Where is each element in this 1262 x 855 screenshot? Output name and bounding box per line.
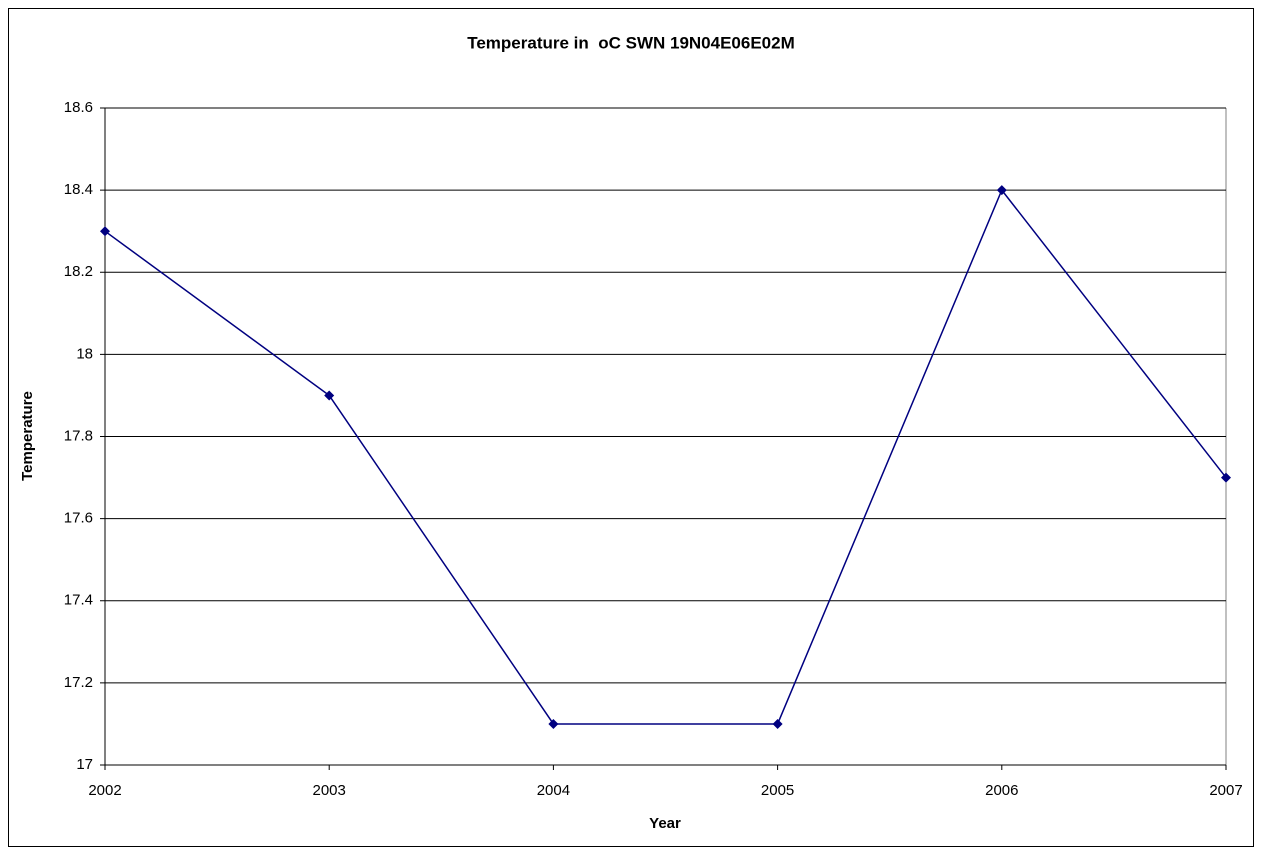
marker xyxy=(100,226,110,237)
y-tick-label: 17.6 xyxy=(64,510,93,527)
x-tick-label: 2006 xyxy=(985,782,1018,799)
chart-border xyxy=(8,8,1254,847)
x-tick-label: 2003 xyxy=(313,782,346,799)
y-tick-label: 18.4 xyxy=(64,181,93,198)
x-tick-label: 2002 xyxy=(88,782,121,799)
marker xyxy=(1221,472,1231,483)
y-axis-label: Temperature xyxy=(19,391,36,481)
y-tick-label: 17.4 xyxy=(64,592,93,609)
marker xyxy=(996,185,1007,196)
x-tick-label: 2007 xyxy=(1209,782,1242,799)
marker xyxy=(772,718,783,729)
series-line xyxy=(104,188,1227,725)
y-tick-label: 18.2 xyxy=(64,263,93,280)
x-tick-label: 2005 xyxy=(761,782,794,799)
y-tick-label: 18 xyxy=(76,345,93,362)
marker xyxy=(324,390,335,401)
marker xyxy=(548,718,559,729)
x-axis-label: Year xyxy=(649,815,681,832)
y-tick-label: 17.2 xyxy=(64,674,93,691)
y-tick-label: 17 xyxy=(76,756,93,773)
chart-title: Temperature in oC SWN 19N04E06E02M xyxy=(467,33,795,52)
y-tick-label: 18.6 xyxy=(64,99,93,116)
y-tick-label: 17.8 xyxy=(64,427,93,444)
x-tick-label: 2004 xyxy=(537,782,570,799)
